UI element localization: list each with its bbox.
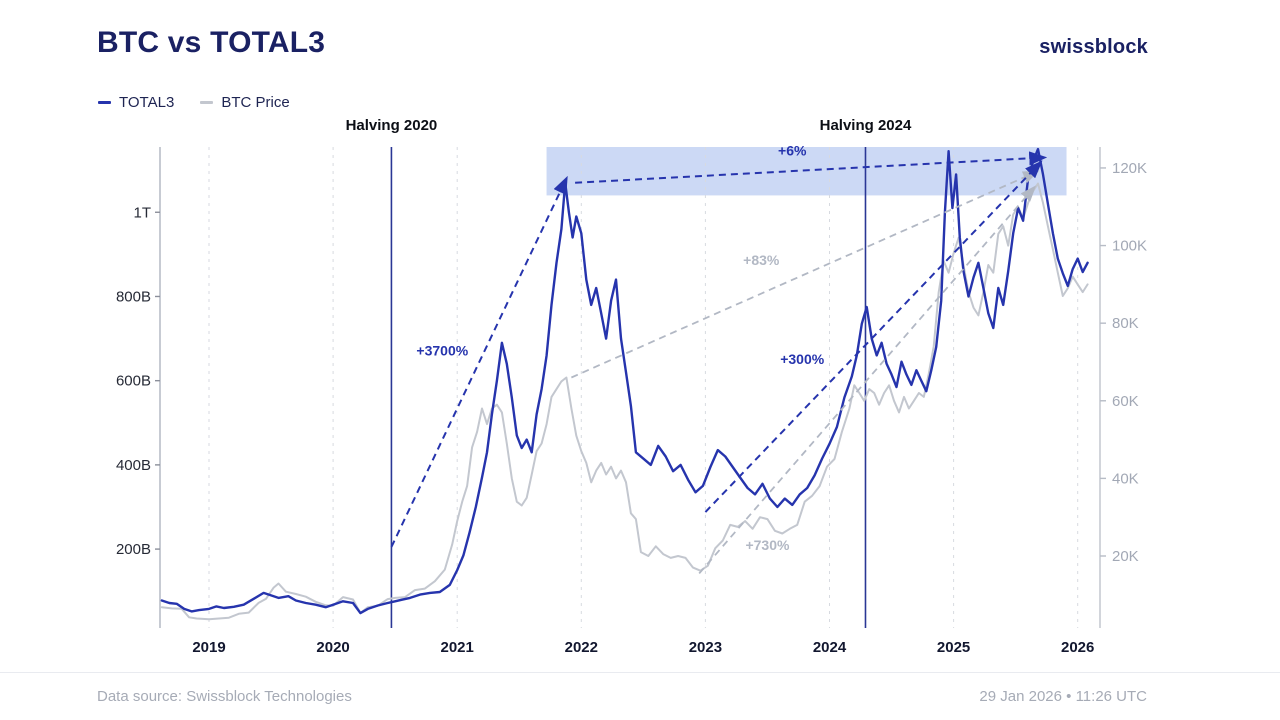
arrow-3700pct: [390, 175, 568, 548]
arrow-label-300pct: +300%: [780, 351, 825, 367]
x-label-2022: 2022: [565, 639, 598, 656]
y-left-label-200B: 200B: [116, 541, 151, 558]
arrow-label-83pct: +83%: [743, 252, 780, 268]
y-left-label-800B: 800B: [116, 288, 151, 305]
footer: Data source: Swissblock Technologies 29 …: [0, 672, 1280, 720]
x-label-2020: 2020: [316, 639, 349, 656]
total3-line: [160, 147, 1089, 615]
y-right-label-80K: 80K: [1112, 315, 1139, 332]
legend-label-total3: TOTAL3: [119, 94, 175, 111]
y-right-label-100K: 100K: [1112, 238, 1147, 255]
y-right-label-120K: 120K: [1112, 160, 1147, 177]
x-label-2026: 2026: [1061, 639, 1094, 656]
x-label-2019: 2019: [192, 639, 225, 656]
timestamp-text: 29 Jan 2026 • 11:26 UTC: [979, 688, 1147, 705]
halving-label: Halving 2020: [346, 117, 438, 134]
arrow-730pct: [698, 185, 1037, 575]
legend-label-btc-price: BTC Price: [221, 94, 290, 111]
page-title: BTC vs TOTAL3: [97, 26, 326, 59]
x-label-2025: 2025: [937, 639, 970, 656]
y-right-label-20K: 20K: [1112, 548, 1139, 565]
btc-line-swatch: [200, 101, 214, 104]
arrow-83pct: [571, 170, 1040, 379]
x-label-2021: 2021: [441, 639, 474, 656]
arrow-label-730pct: +730%: [745, 537, 790, 553]
data-source-text: Data source: Swissblock Technologies: [97, 688, 352, 705]
arrow-label-3700pct: +3700%: [416, 342, 468, 358]
y-left-label-400B: 400B: [116, 457, 151, 474]
arrow-300pct: [704, 160, 1043, 513]
brand-logo: swissblock: [1039, 36, 1148, 58]
legend: TOTAL3 BTC Price: [98, 94, 290, 111]
arrow-label-6pct: +6%: [778, 142, 807, 158]
halving-label: Halving 2024: [820, 117, 912, 134]
legend-item-total3[interactable]: TOTAL3: [98, 94, 174, 111]
legend-item-btc-price[interactable]: BTC Price: [200, 94, 290, 111]
y-right-label-40K: 40K: [1112, 470, 1139, 487]
x-label-2024: 2024: [813, 639, 847, 656]
y-left-label-1T: 1T: [133, 204, 151, 221]
x-label-2023: 2023: [689, 639, 722, 656]
y-right-label-60K: 60K: [1112, 393, 1139, 410]
btc-price-line: [160, 182, 1089, 621]
y-left-label-600B: 600B: [116, 373, 151, 390]
arrow-6pct: [575, 151, 1048, 184]
total3-line-swatch: [98, 101, 111, 104]
